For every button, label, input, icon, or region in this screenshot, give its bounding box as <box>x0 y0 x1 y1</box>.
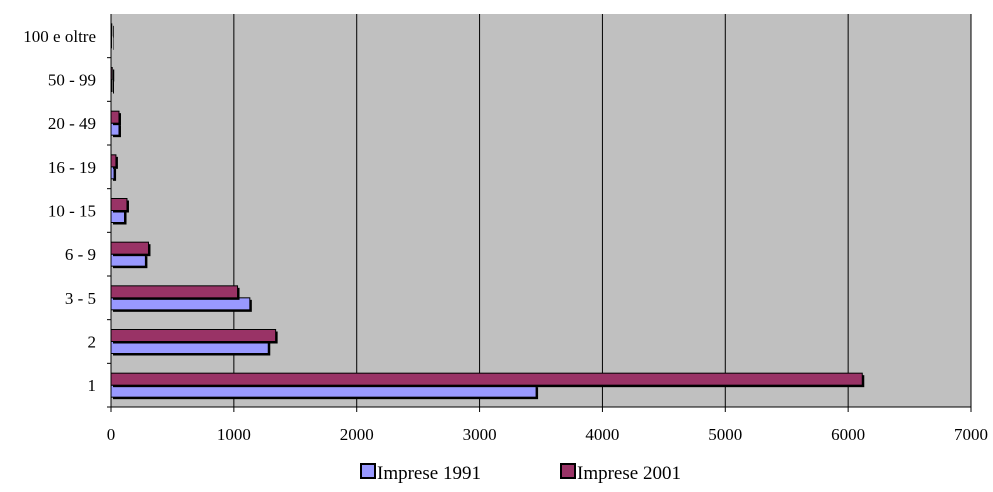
legend-label-imprese-1991: Imprese 1991 <box>377 463 481 484</box>
bar-imprese-2001-20-49 <box>110 110 120 124</box>
y-tick-label: 100 e oltre <box>23 27 96 46</box>
x-tick-labels: 0 1000 2000 3000 4000 5000 6000 7000 <box>107 425 988 444</box>
x-tick-label: 3000 <box>463 425 497 444</box>
bar-shadow <box>113 69 115 82</box>
x-tick-label: 0 <box>107 425 116 444</box>
y-tick-label: 6 - 9 <box>65 245 96 264</box>
bar-imprese-2001-2 <box>110 329 277 342</box>
y-tick-label: 16 - 19 <box>48 158 96 177</box>
y-tick-label: 50 - 99 <box>48 71 96 90</box>
legend-swatch-imprese-2001 <box>560 463 576 479</box>
axes <box>107 14 972 412</box>
y-tick-label: 20 - 49 <box>48 114 96 133</box>
y-tick-labels: 1 2 3 - 5 6 - 9 10 - 15 16 - 19 20 - 49 50 - 99… <box>23 27 96 395</box>
bar-imprese-2001-16-19 <box>110 154 117 168</box>
x-tick-label: 1000 <box>217 425 251 444</box>
bar-imprese-2001-1 <box>110 372 863 386</box>
gridlines <box>233 14 972 407</box>
x-tick-label: 2000 <box>340 425 374 444</box>
bar-shadow <box>113 25 114 38</box>
bar-imprese-2001-6-9 <box>110 241 149 255</box>
y-tick-label: 3 - 5 <box>65 289 96 308</box>
y-tick-label: 2 <box>88 333 97 352</box>
y-tick-label: 1 <box>88 376 97 395</box>
x-tick-label: 7000 <box>954 425 988 444</box>
legend-label-imprese-2001: Imprese 2001 <box>577 463 681 484</box>
x-tick-label: 4000 <box>585 425 619 444</box>
x-tick-label: 6000 <box>831 425 865 444</box>
x-tick-label: 5000 <box>708 425 742 444</box>
bar-shadow <box>113 81 114 94</box>
y-tick-label: 10 - 15 <box>48 202 96 221</box>
bar-imprese-2001-3-5 <box>110 285 239 299</box>
bar-imprese-2001-10-15 <box>110 198 128 211</box>
legend: Imprese 1991 Imprese 2001 <box>360 463 681 484</box>
legend-swatch-imprese-1991 <box>360 463 376 479</box>
